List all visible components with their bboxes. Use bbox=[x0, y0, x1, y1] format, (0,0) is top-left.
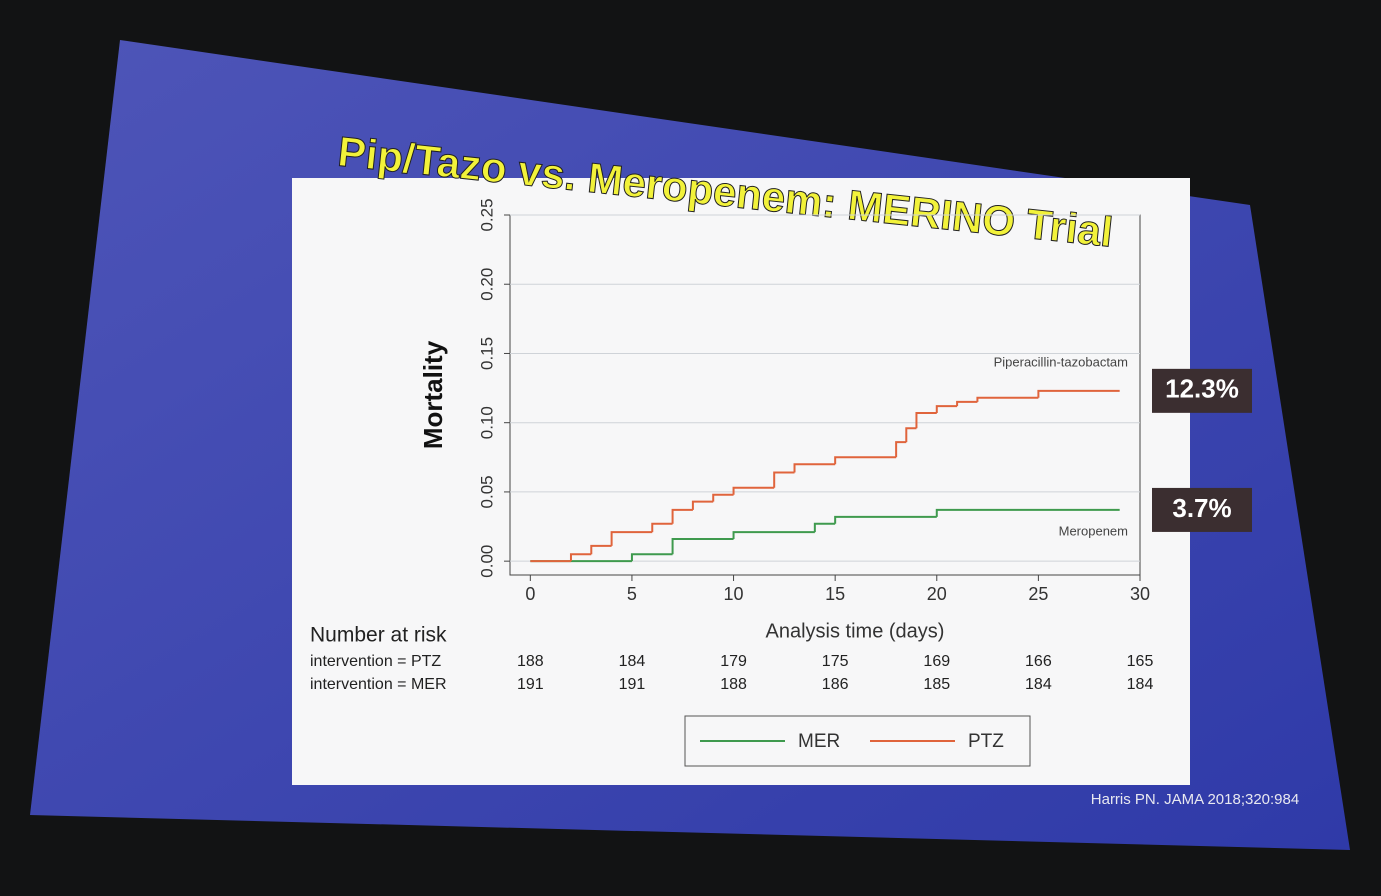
chart-panel bbox=[292, 178, 1190, 785]
source: Harris PN. JAMA 2018;320:984 bbox=[1091, 791, 1299, 808]
risk-value: 191 bbox=[619, 676, 646, 693]
risk-row-label: intervention = PTZ bbox=[310, 653, 441, 670]
y-tick-label: 0.15 bbox=[477, 337, 496, 370]
x-tick-label: 25 bbox=[1028, 584, 1048, 604]
end-label: 3.7% bbox=[1172, 493, 1231, 523]
risk-row-label: intervention = MER bbox=[310, 676, 447, 693]
line-label: Meropenem bbox=[1059, 523, 1128, 538]
risk-value: 175 bbox=[822, 653, 849, 670]
risk-value: 165 bbox=[1127, 653, 1154, 670]
risk-value: 184 bbox=[619, 653, 646, 670]
line-label: Piperacillin-tazobactam bbox=[994, 354, 1128, 369]
risk-table-title: Number at risk bbox=[310, 624, 447, 647]
end-label: 12.3% bbox=[1165, 374, 1239, 404]
x-tick-label: 10 bbox=[724, 584, 744, 604]
x-tick-label: 0 bbox=[525, 584, 535, 604]
y-axis-label: Mortality bbox=[418, 340, 448, 449]
risk-value: 185 bbox=[923, 676, 950, 693]
risk-value: 184 bbox=[1025, 676, 1052, 693]
x-axis-label: Analysis time (days) bbox=[766, 620, 945, 642]
x-tick-label: 15 bbox=[825, 584, 845, 604]
risk-value: 166 bbox=[1025, 653, 1052, 670]
risk-value: 179 bbox=[720, 653, 747, 670]
legend-label: PTZ bbox=[968, 731, 1004, 752]
x-tick-label: 30 bbox=[1130, 584, 1150, 604]
page: Pip/Tazo vs. Meropenem: MERINO Trial Mor… bbox=[0, 0, 1381, 896]
risk-value: 188 bbox=[720, 676, 747, 693]
x-tick-label: 20 bbox=[927, 584, 947, 604]
legend-label: MER bbox=[798, 731, 840, 752]
y-tick-label: 0.10 bbox=[477, 406, 496, 439]
x-tick-label: 5 bbox=[627, 584, 637, 604]
risk-value: 186 bbox=[822, 676, 849, 693]
risk-value: 169 bbox=[923, 653, 950, 670]
slide-photo: Pip/Tazo vs. Meropenem: MERINO Trial Mor… bbox=[0, 0, 1381, 896]
y-tick-label: 0.25 bbox=[477, 198, 496, 231]
y-tick-label: 0.20 bbox=[477, 268, 496, 301]
y-tick-label: 0.05 bbox=[477, 475, 496, 508]
risk-value: 184 bbox=[1127, 676, 1154, 693]
y-tick-label: 0.00 bbox=[477, 545, 496, 578]
risk-value: 191 bbox=[517, 676, 544, 693]
risk-value: 188 bbox=[517, 653, 544, 670]
